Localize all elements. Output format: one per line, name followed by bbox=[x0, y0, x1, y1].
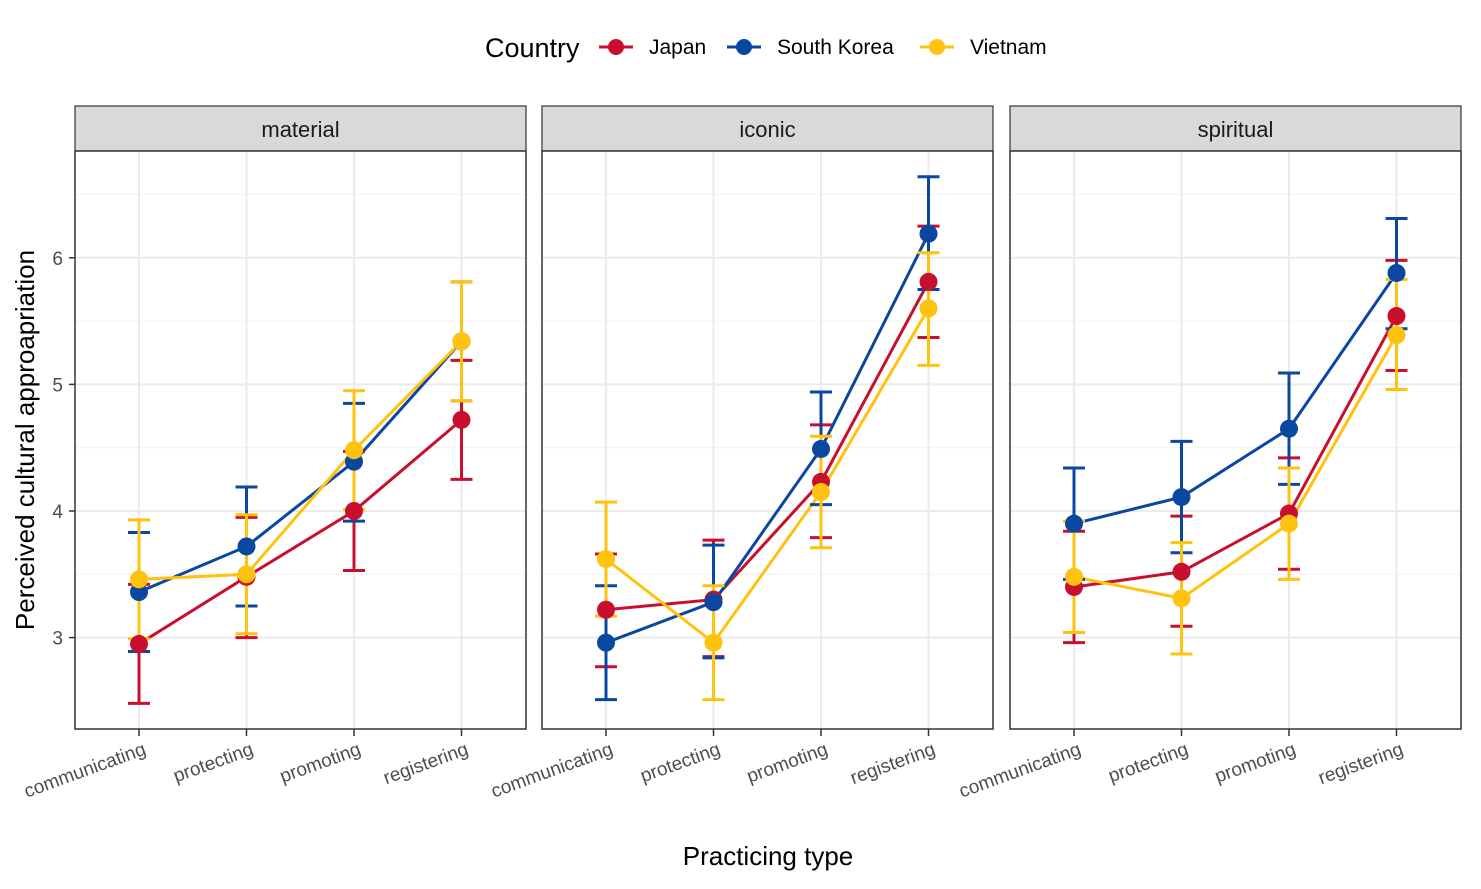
legend-item: Vietnam bbox=[920, 36, 1047, 59]
data-point-south-korea bbox=[237, 537, 256, 556]
panel-background bbox=[542, 151, 993, 729]
series-line-vietnam bbox=[1073, 334, 1398, 600]
x-tick-label: promoting bbox=[744, 739, 831, 788]
x-tick-label: promoting bbox=[277, 739, 364, 788]
y-tick-label: 6 bbox=[52, 249, 63, 270]
facet-strip bbox=[541, 105, 994, 152]
series-line-vietnam bbox=[138, 340, 463, 581]
panel-background bbox=[75, 151, 526, 729]
data-point-vietnam bbox=[1065, 567, 1083, 586]
legend-item: Japan bbox=[599, 36, 706, 59]
legend-label: Vietnam bbox=[970, 36, 1047, 59]
data-point-vietnam bbox=[130, 570, 148, 589]
data-point-vietnam bbox=[597, 550, 615, 569]
legend-label: South Korea bbox=[777, 36, 894, 59]
data-point-south-korea bbox=[597, 633, 615, 652]
series-line-japan bbox=[138, 418, 463, 646]
legend-key-point bbox=[929, 39, 945, 55]
y-tick-label: 5 bbox=[52, 375, 63, 396]
x-tick-label: communicating bbox=[956, 739, 1083, 802]
y-tick-label: 4 bbox=[52, 502, 63, 523]
panel-background bbox=[1010, 151, 1461, 729]
facet-label: spiritual bbox=[1198, 117, 1274, 142]
data-point-south-korea bbox=[812, 439, 830, 458]
data-point-japan bbox=[130, 634, 148, 653]
data-point-south-korea bbox=[1065, 514, 1083, 533]
panel-iconic: iconic communicating protecting promoting re… bbox=[488, 105, 994, 802]
panel-material: material 3 4 5 6 communicating protecting promo… bbox=[21, 105, 527, 802]
x-tick-label: registering bbox=[848, 739, 939, 789]
data-point-japan bbox=[1172, 562, 1191, 581]
panel-spiritual: spiritual communicating protecting promotin… bbox=[956, 105, 1462, 802]
legend-label: Japan bbox=[649, 36, 706, 59]
data-point-japan bbox=[452, 410, 471, 429]
series-line-south-korea bbox=[605, 233, 930, 645]
data-point-south-korea bbox=[1280, 419, 1298, 438]
legend-key-point bbox=[608, 39, 624, 55]
legend-key-point bbox=[736, 39, 752, 55]
series-line-south-korea bbox=[1073, 272, 1398, 526]
panel-border bbox=[541, 150, 994, 730]
data-point-japan bbox=[1387, 307, 1406, 326]
data-point-vietnam bbox=[452, 332, 471, 351]
facet-label: material bbox=[261, 117, 339, 142]
data-point-vietnam bbox=[1280, 514, 1298, 533]
series-line-japan bbox=[1073, 315, 1398, 589]
series-line-japan bbox=[605, 281, 930, 612]
data-point-vietnam bbox=[237, 565, 256, 584]
series-line-vietnam bbox=[605, 307, 930, 645]
data-point-vietnam bbox=[345, 441, 363, 460]
legend: Country Japan South Korea Vietnam bbox=[485, 33, 1047, 63]
x-tick-label: promoting bbox=[1212, 739, 1299, 788]
x-tick-label: registering bbox=[381, 739, 472, 789]
data-point-japan bbox=[345, 502, 363, 520]
facet-strip bbox=[74, 105, 527, 152]
series-line-south-korea bbox=[138, 340, 463, 594]
legend-item: South Korea bbox=[727, 36, 894, 59]
facet-label: iconic bbox=[739, 117, 795, 142]
data-point-vietnam bbox=[704, 633, 723, 652]
x-tick-label: communicating bbox=[488, 739, 615, 802]
x-tick-label: protecting bbox=[1106, 739, 1192, 787]
x-tick-label: registering bbox=[1316, 739, 1407, 789]
data-point-south-korea bbox=[704, 593, 723, 612]
data-point-vietnam bbox=[1387, 326, 1406, 345]
data-point-south-korea bbox=[1172, 488, 1191, 507]
panel-border bbox=[74, 150, 527, 730]
y-tick-label: 3 bbox=[52, 629, 63, 650]
x-tick-label: communicating bbox=[21, 739, 148, 802]
data-point-japan bbox=[597, 600, 615, 619]
data-point-south-korea bbox=[919, 224, 938, 243]
data-point-japan bbox=[919, 272, 938, 291]
x-tick-label: protecting bbox=[171, 739, 257, 787]
data-point-vietnam bbox=[812, 483, 830, 502]
data-point-vietnam bbox=[919, 299, 938, 318]
legend-title: Country bbox=[485, 33, 580, 63]
x-axis-title: Practicing type bbox=[683, 841, 854, 871]
x-tick-label: protecting bbox=[638, 739, 724, 787]
data-point-south-korea bbox=[130, 583, 148, 602]
data-point-south-korea bbox=[1387, 263, 1406, 282]
data-point-vietnam bbox=[1172, 589, 1191, 608]
y-axis-title: Perceived cultural approapriation bbox=[10, 250, 40, 630]
panel-border bbox=[1009, 150, 1462, 730]
panels: material 3 4 5 6 communicating protecting promo… bbox=[21, 105, 1462, 802]
